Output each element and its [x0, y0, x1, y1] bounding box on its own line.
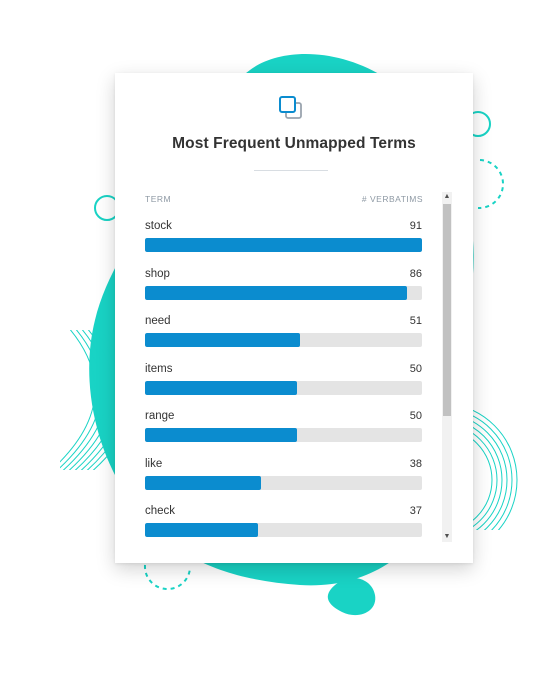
term-count: 37	[409, 505, 422, 517]
vertical-scrollbar[interactable]: ▲ ▼	[442, 192, 452, 542]
term-bar-track	[145, 333, 422, 347]
term-bar-fill	[145, 428, 298, 442]
dashed-arc-right	[477, 159, 504, 210]
term-bar-fill	[145, 380, 298, 395]
term-label: need	[145, 315, 171, 327]
term-bar-track	[145, 380, 422, 395]
term-count: 86	[409, 267, 422, 280]
term-bar-fill	[145, 333, 301, 347]
title-divider	[254, 170, 328, 171]
term-label: like	[145, 457, 163, 470]
term-label: shop	[145, 267, 170, 280]
term-bar-track	[145, 428, 422, 442]
term-bar-fill	[145, 285, 407, 300]
term-column-header: TERM	[145, 194, 172, 204]
term-row: need 51	[145, 315, 422, 363]
term-count: 50	[409, 362, 422, 375]
term-label: range	[145, 410, 175, 422]
right-hatching	[473, 409, 518, 530]
term-row: shop 86	[145, 268, 422, 316]
term-label: stock	[145, 220, 172, 232]
term-count: 91	[409, 220, 422, 232]
verbatims-column-header: # VERBATIMS	[361, 194, 423, 204]
term-row: items 50	[145, 363, 422, 411]
term-bar-fill	[145, 475, 261, 490]
term-row: stock 91	[145, 220, 422, 268]
term-count: 50	[409, 410, 422, 422]
left-hatching	[60, 330, 116, 470]
term-count: 51	[409, 315, 422, 327]
scrollbar-thumb[interactable]	[443, 204, 451, 416]
term-label: check	[145, 505, 176, 517]
term-bar-track	[145, 285, 422, 300]
term-row: range 50	[145, 410, 422, 458]
term-bar-fill	[145, 238, 422, 252]
squares-overlap-icon	[279, 96, 302, 119]
term-bar-track	[145, 475, 422, 490]
term-bar-fill	[145, 523, 258, 537]
term-bar-track	[145, 523, 422, 537]
terms-list: stock 91 shop 86 need 51 items 50 range …	[145, 220, 422, 553]
scroll-up-arrow-icon[interactable]: ▲	[443, 193, 451, 200]
small-teal-blob	[327, 577, 376, 616]
term-row: like 38	[145, 458, 422, 506]
scroll-down-arrow-icon[interactable]: ▼	[443, 533, 451, 540]
term-label: items	[145, 362, 173, 375]
card-title: Most Frequent Unmapped Terms	[172, 135, 416, 152]
dashed-arc-bottom	[143, 564, 191, 590]
term-bar-track	[145, 238, 422, 252]
term-count: 38	[409, 457, 422, 470]
term-row: check 37	[145, 505, 422, 553]
frequent-terms-card: Most Frequent Unmapped Terms TERM # VERB…	[115, 73, 473, 563]
